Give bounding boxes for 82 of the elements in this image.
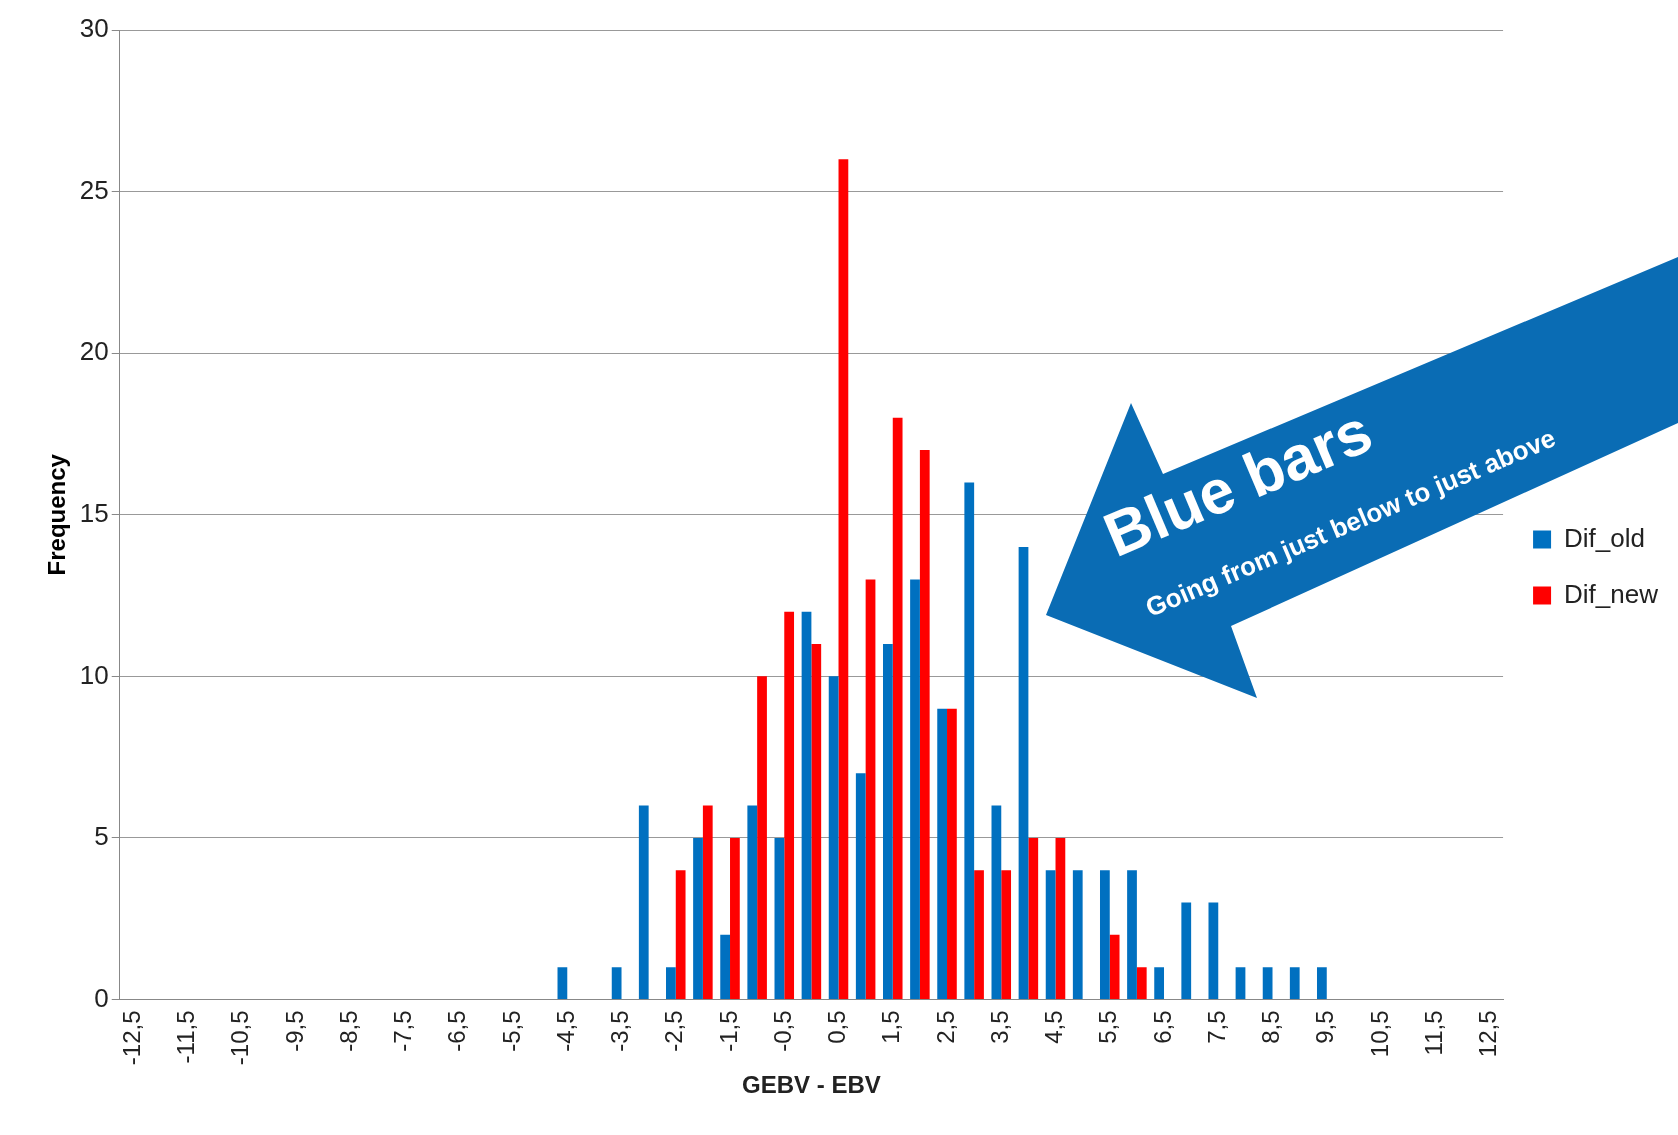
bar [883,644,893,999]
legend-label: Dif_new [1564,578,1659,609]
x-tick-label: 4,5 [1040,1010,1068,1044]
x-tick-label: -10,5 [226,1010,254,1066]
bar [693,837,703,999]
x-tick-label: -5,5 [497,1010,525,1052]
x-tick-label: 0,5 [823,1010,851,1044]
x-tick-label: -2,5 [660,1010,688,1052]
x-tick-label: 11,5 [1419,1010,1447,1056]
y-axis-title: Frequency [43,453,71,576]
x-tick-label: -6,5 [443,1010,471,1052]
bar [747,805,758,999]
x-tick-label: 7,5 [1202,1010,1230,1044]
bar [855,773,866,999]
bar [801,611,812,999]
bar [638,805,649,999]
bar [1289,967,1300,999]
x-tick-label: 1,5 [877,1010,905,1044]
bar [611,967,622,999]
y-tick-label: 25 [79,174,109,205]
bar [1208,902,1219,999]
bar [702,805,713,999]
x-tick-label: -3,5 [606,1010,634,1052]
bar [1181,902,1192,999]
bar [1127,870,1137,999]
y-tick-label: 5 [94,821,109,852]
bar [784,611,795,999]
bar [1109,934,1120,999]
x-tick-label: 3,5 [985,1010,1013,1044]
x-tick-label: -4,5 [551,1010,579,1052]
bar [1262,967,1273,999]
x-tick-label: -0,5 [768,1010,796,1052]
x-tick-label: -9,5 [280,1010,308,1052]
x-tick-label: -1,5 [714,1010,742,1052]
bar [811,644,822,999]
bar [937,708,948,999]
bar [919,450,930,999]
x-axis-title: GEBV - EBV [742,1071,881,1099]
bar [828,676,839,999]
y-tick-label: 10 [79,659,109,690]
y-tick-label: 20 [79,336,109,367]
bar [838,159,849,999]
x-tick-label: 10,5 [1365,1010,1393,1058]
x-tick-label: -11,5 [172,1010,200,1064]
x-tick-label: -12,5 [117,1010,145,1066]
bar [991,805,1002,999]
bar [1028,837,1039,999]
bar [910,579,920,999]
x-tick-label: 5,5 [1094,1010,1122,1044]
x-tick-label: 9,5 [1311,1010,1339,1044]
y-tick-label: 15 [79,497,109,528]
bar [666,967,676,999]
bar [1055,837,1066,999]
bar [947,708,957,999]
bar [757,676,767,999]
bar [1100,870,1110,999]
bar [1235,967,1246,999]
bar [1136,967,1147,999]
bar [675,870,686,999]
bar [1045,870,1056,999]
bar [1316,967,1327,999]
x-tick-label: -7,5 [389,1010,417,1052]
bar [1018,547,1029,999]
bar [974,870,984,999]
x-tick-label: -8,5 [334,1010,362,1052]
bar [892,417,903,999]
x-tick-label: 8,5 [1257,1010,1285,1044]
bar [730,837,740,999]
bar [1001,870,1012,999]
x-tick-label: 2,5 [931,1010,959,1044]
bar [774,837,785,999]
bar [1154,967,1165,999]
bar [557,967,568,999]
x-tick-label: 6,5 [1148,1010,1176,1044]
bar [720,934,731,999]
legend-label: Dif_old [1564,522,1645,553]
y-tick-label: 30 [79,13,109,44]
y-tick-label: 0 [94,982,109,1013]
bar [865,579,876,999]
bar [1072,870,1083,999]
x-tick-label: 12,5 [1474,1010,1502,1058]
bar [964,482,975,999]
